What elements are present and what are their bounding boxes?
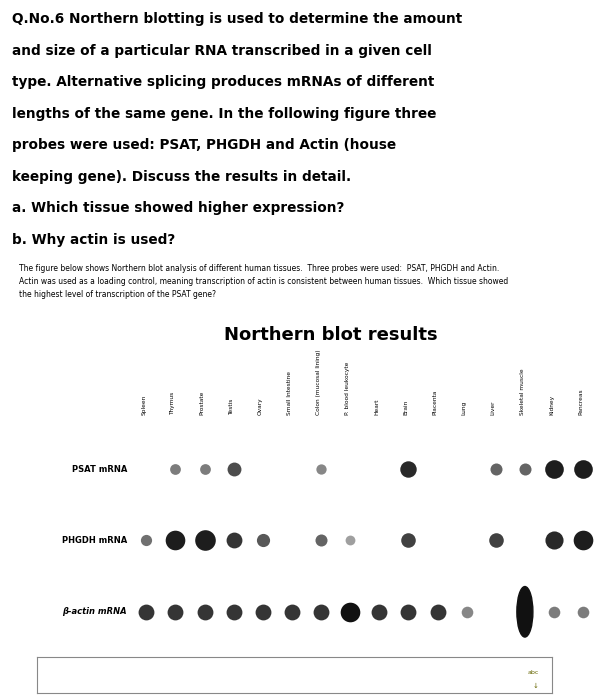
Text: Testis: Testis bbox=[229, 399, 234, 415]
Text: Placenta: Placenta bbox=[433, 390, 438, 415]
Point bbox=[462, 606, 471, 617]
Point bbox=[258, 535, 268, 546]
Point bbox=[578, 535, 588, 546]
Text: P. blood leukocyte: P. blood leukocyte bbox=[345, 362, 350, 415]
Point bbox=[403, 606, 413, 617]
Text: keeping gene). Discuss the results in detail.: keeping gene). Discuss the results in de… bbox=[12, 169, 351, 183]
Point bbox=[491, 463, 501, 475]
Point bbox=[520, 463, 530, 475]
Point bbox=[142, 535, 151, 546]
Text: Thymus: Thymus bbox=[170, 392, 175, 415]
Text: β-actin mRNA: β-actin mRNA bbox=[63, 608, 127, 616]
Text: The figure below shows Northern blot analysis of different human tissues.  Three: The figure below shows Northern blot ana… bbox=[20, 264, 509, 299]
Text: Pancreas: Pancreas bbox=[578, 389, 583, 415]
Text: abc: abc bbox=[527, 671, 539, 676]
Point bbox=[549, 606, 559, 617]
Point bbox=[345, 606, 355, 617]
Text: Northern blot results: Northern blot results bbox=[224, 326, 438, 344]
Point bbox=[316, 463, 326, 475]
Text: Brain: Brain bbox=[403, 400, 408, 415]
Text: type. Alternative splicing produces mRNAs of different: type. Alternative splicing produces mRNA… bbox=[12, 75, 435, 89]
Point bbox=[403, 535, 413, 546]
Text: b. Why actin is used?: b. Why actin is used? bbox=[12, 232, 175, 246]
Text: Heart: Heart bbox=[375, 399, 379, 415]
Point bbox=[258, 606, 268, 617]
Point bbox=[345, 535, 355, 546]
Point bbox=[287, 606, 297, 617]
Text: Liver: Liver bbox=[491, 400, 496, 415]
Point bbox=[142, 606, 151, 617]
Point bbox=[229, 535, 238, 546]
Text: Ovary: Ovary bbox=[258, 398, 263, 415]
Text: and size of a particular RNA transcribed in a given cell: and size of a particular RNA transcribed… bbox=[12, 43, 432, 57]
Point bbox=[375, 606, 384, 617]
Point bbox=[403, 463, 413, 475]
Point bbox=[229, 606, 238, 617]
Text: PHGDH mRNA: PHGDH mRNA bbox=[62, 536, 127, 545]
Text: Prostate: Prostate bbox=[200, 391, 205, 415]
Ellipse shape bbox=[517, 587, 533, 637]
Point bbox=[578, 606, 588, 617]
Text: PSAT mRNA: PSAT mRNA bbox=[72, 465, 127, 473]
Text: Colon (mucosal lining): Colon (mucosal lining) bbox=[316, 349, 321, 415]
Text: Kidney: Kidney bbox=[549, 395, 554, 415]
Point bbox=[170, 606, 180, 617]
Point bbox=[229, 463, 238, 475]
Text: Small Intestine: Small Intestine bbox=[287, 371, 292, 415]
Point bbox=[200, 535, 210, 546]
Point bbox=[578, 463, 588, 475]
Point bbox=[549, 535, 559, 546]
Point bbox=[200, 606, 210, 617]
Text: Q.No.6 Northern blotting is used to determine the amount: Q.No.6 Northern blotting is used to dete… bbox=[12, 12, 463, 26]
Point bbox=[549, 463, 559, 475]
Point bbox=[316, 535, 326, 546]
Point bbox=[316, 606, 326, 617]
Text: Spleen: Spleen bbox=[142, 395, 147, 415]
Text: Skeletal muscle: Skeletal muscle bbox=[520, 369, 525, 415]
Text: ↓: ↓ bbox=[533, 682, 539, 689]
Text: a. Which tissue showed higher expression?: a. Which tissue showed higher expression… bbox=[12, 201, 345, 215]
Text: lengths of the same gene. In the following figure three: lengths of the same gene. In the followi… bbox=[12, 106, 436, 120]
Point bbox=[170, 463, 180, 475]
Point bbox=[491, 535, 501, 546]
Point bbox=[200, 463, 210, 475]
Text: Lung: Lung bbox=[462, 401, 466, 415]
Point bbox=[170, 535, 180, 546]
Text: probes were used: PSAT, PHGDH and Actin (house: probes were used: PSAT, PHGDH and Actin … bbox=[12, 138, 397, 152]
Point bbox=[433, 606, 443, 617]
